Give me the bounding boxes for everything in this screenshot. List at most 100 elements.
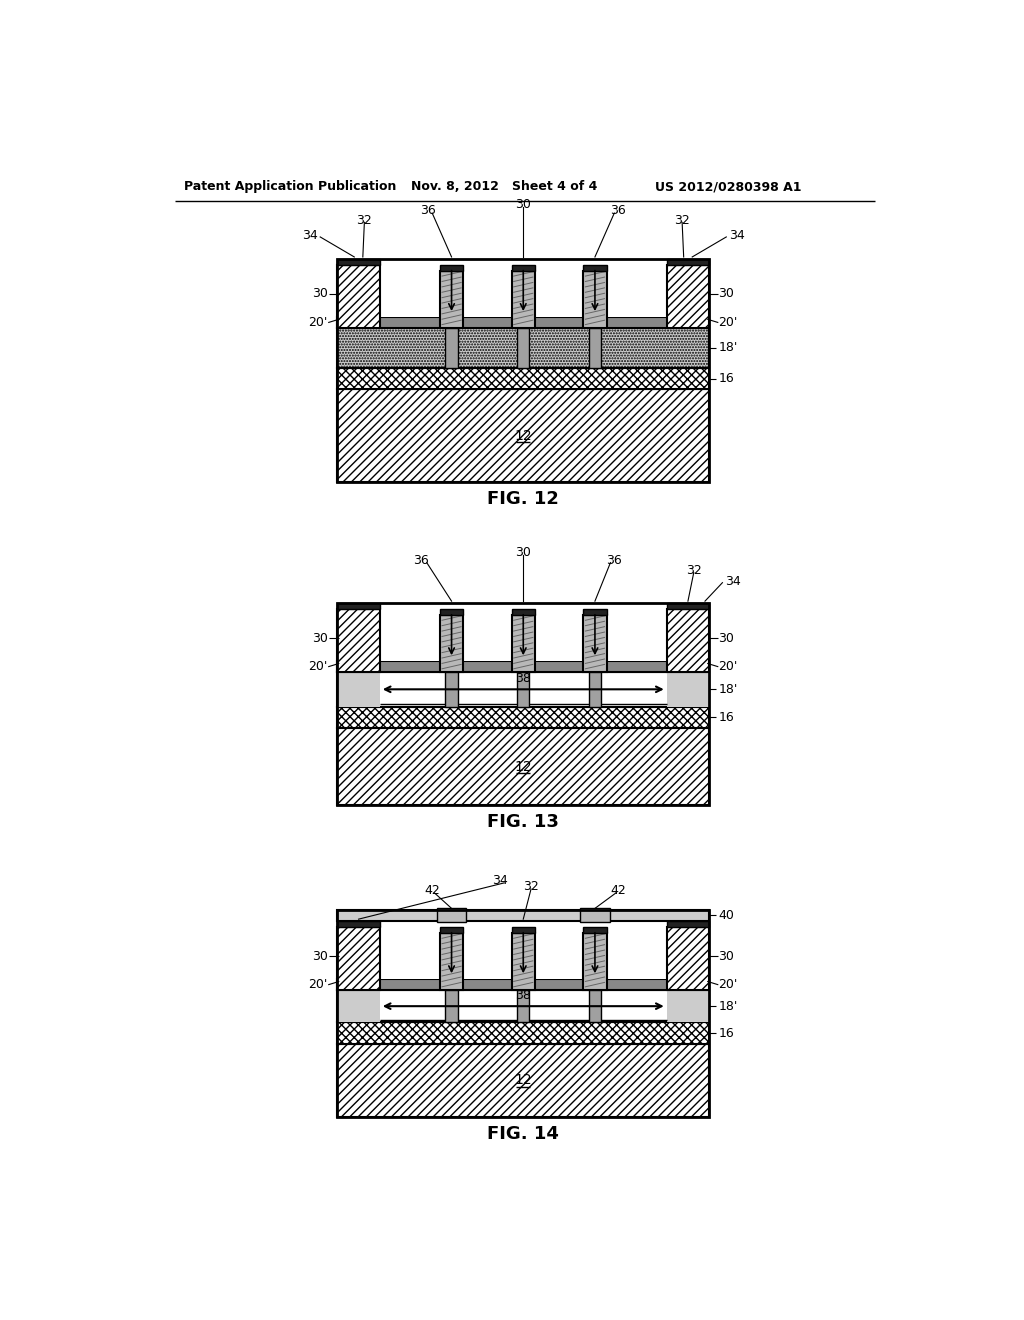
Bar <box>584 615 606 672</box>
Text: 32: 32 <box>356 214 373 227</box>
Text: 42: 42 <box>610 884 626 898</box>
Text: 34: 34 <box>302 228 317 242</box>
Bar <box>606 609 667 661</box>
Bar <box>337 609 380 672</box>
Text: 20': 20' <box>719 315 738 329</box>
Bar <box>337 259 710 482</box>
Text: 12: 12 <box>514 1073 532 1088</box>
Bar <box>517 990 529 1022</box>
Bar <box>337 672 380 706</box>
Bar <box>445 327 458 368</box>
Bar <box>440 264 463 271</box>
Bar <box>440 271 463 327</box>
Bar <box>337 927 380 990</box>
Text: 36: 36 <box>606 554 623 566</box>
Text: 30: 30 <box>719 631 734 644</box>
Bar <box>584 933 606 990</box>
Text: 42: 42 <box>424 884 440 898</box>
Bar <box>512 933 535 990</box>
Bar <box>584 609 606 615</box>
Bar <box>445 672 458 706</box>
Bar <box>463 927 512 979</box>
Bar <box>667 921 710 927</box>
Bar <box>440 615 463 672</box>
Bar <box>667 259 710 264</box>
Bar <box>337 327 710 368</box>
Text: FIG. 12: FIG. 12 <box>487 490 559 508</box>
Bar <box>337 979 710 990</box>
Text: 40: 40 <box>719 908 734 921</box>
Text: 12: 12 <box>514 429 532 442</box>
Bar <box>667 609 710 672</box>
Bar <box>667 603 710 609</box>
Bar <box>606 927 667 979</box>
Bar <box>584 927 606 933</box>
Bar <box>512 927 535 933</box>
Bar <box>463 265 512 317</box>
Text: Patent Application Publication: Patent Application Publication <box>183 181 396 194</box>
Text: 16: 16 <box>719 372 734 385</box>
Bar <box>667 264 710 327</box>
Text: 30: 30 <box>515 546 531 560</box>
Bar <box>512 609 535 615</box>
Text: 30: 30 <box>719 288 734 301</box>
Text: 34: 34 <box>729 228 744 242</box>
Text: FIG. 13: FIG. 13 <box>487 813 559 832</box>
Bar <box>337 706 710 729</box>
Text: 36: 36 <box>421 205 436 218</box>
Bar <box>667 927 710 990</box>
Text: 20': 20' <box>308 978 328 991</box>
Bar <box>337 368 710 389</box>
Bar <box>337 389 710 482</box>
Bar <box>337 1044 710 1117</box>
Text: 16: 16 <box>719 1027 734 1040</box>
Bar <box>512 615 535 672</box>
Bar <box>589 672 601 706</box>
Text: 34: 34 <box>725 574 740 587</box>
Bar <box>517 327 529 368</box>
Bar <box>463 609 512 661</box>
Bar <box>440 609 463 615</box>
Text: 30: 30 <box>312 288 328 301</box>
Bar <box>589 990 601 1022</box>
Text: 20': 20' <box>308 315 328 329</box>
Bar <box>380 609 440 661</box>
Bar <box>337 661 710 672</box>
Text: US 2012/0280398 A1: US 2012/0280398 A1 <box>655 181 802 194</box>
Text: 20': 20' <box>719 978 738 991</box>
Text: 38: 38 <box>515 989 531 1002</box>
Text: 12: 12 <box>514 760 532 774</box>
Bar <box>440 927 463 933</box>
Bar <box>337 990 380 1022</box>
Text: 18': 18' <box>719 342 738 354</box>
Bar <box>380 265 440 317</box>
Text: 32: 32 <box>523 880 539 894</box>
Text: 38: 38 <box>515 672 531 685</box>
Bar <box>581 908 609 923</box>
Text: 18': 18' <box>719 999 738 1012</box>
Bar <box>445 990 458 1022</box>
Bar <box>589 327 601 368</box>
Bar <box>337 672 710 706</box>
Text: 20': 20' <box>719 660 738 673</box>
Text: 34: 34 <box>493 874 508 887</box>
Text: 30: 30 <box>312 949 328 962</box>
Text: 30: 30 <box>719 949 734 962</box>
Bar <box>517 672 529 706</box>
Text: 36: 36 <box>413 554 428 566</box>
Text: 18': 18' <box>719 682 738 696</box>
Bar <box>535 927 584 979</box>
Bar <box>337 990 710 1022</box>
Text: 32: 32 <box>674 214 690 227</box>
Bar <box>535 265 584 317</box>
Text: 20': 20' <box>308 660 328 673</box>
Text: 16: 16 <box>719 711 734 723</box>
Text: 36: 36 <box>610 205 626 218</box>
Bar <box>337 603 710 805</box>
Bar <box>337 909 710 1117</box>
Bar <box>440 933 463 990</box>
Bar <box>667 990 710 1022</box>
Bar <box>337 909 710 921</box>
Bar <box>437 908 466 923</box>
Text: 30: 30 <box>515 198 531 211</box>
